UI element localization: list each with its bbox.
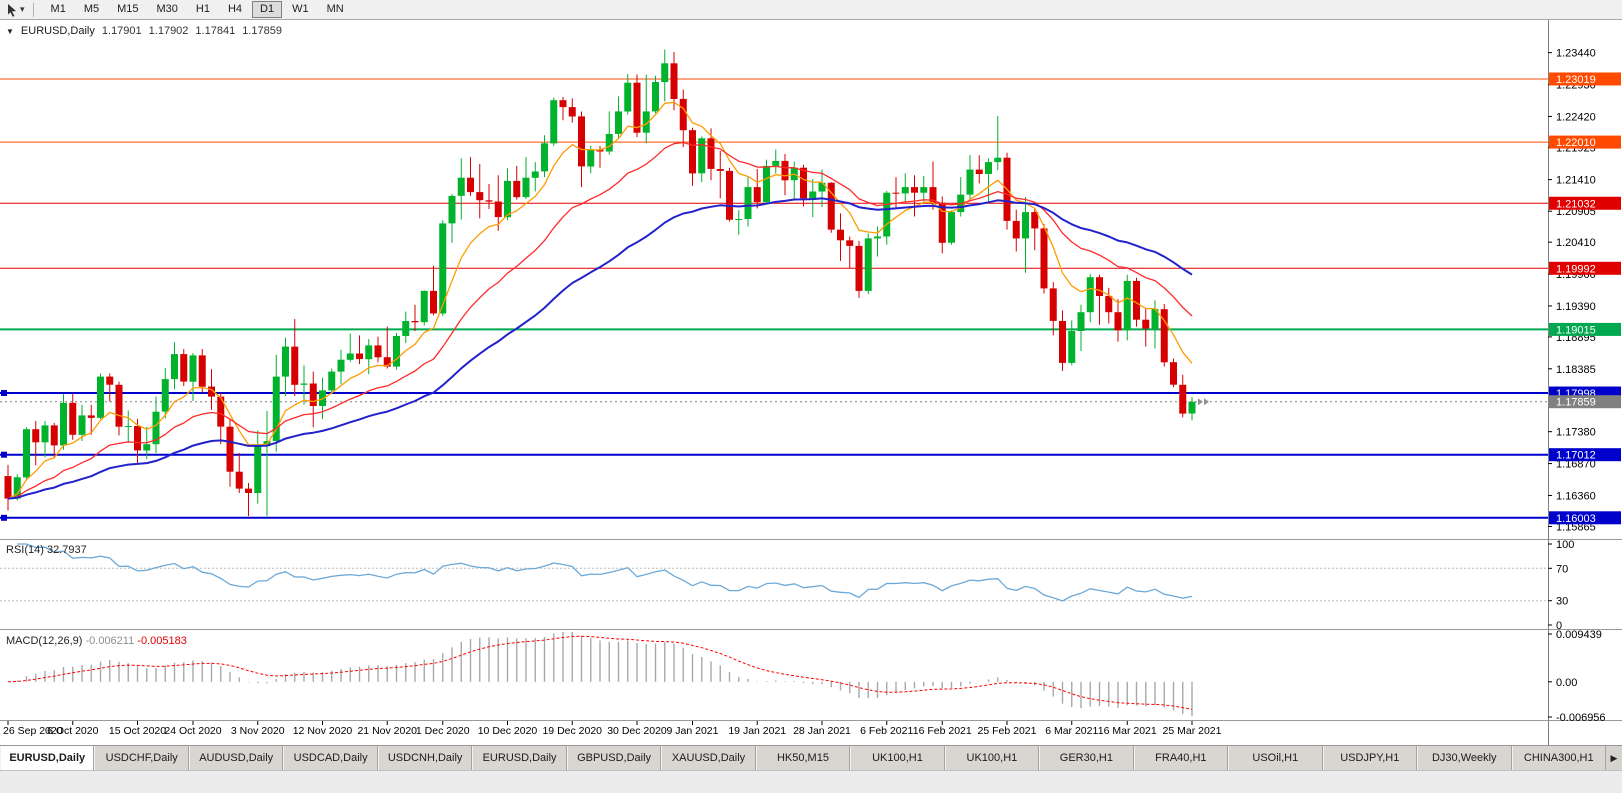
timeframe-button[interactable]: MN [319, 1, 352, 18]
chart-tab[interactable]: CHINA300,H1 [1511, 746, 1606, 770]
svg-text:30 Dec 2020: 30 Dec 2020 [607, 725, 667, 737]
svg-text:-0.006956: -0.006956 [1556, 712, 1606, 724]
price-scale[interactable]: 1.234401.229301.224201.219251.214101.209… [1548, 48, 1621, 724]
chart-tab[interactable]: USDCHF,Daily [94, 746, 189, 770]
high-value: 1.17902 [148, 25, 189, 37]
svg-text:1.19992: 1.19992 [1556, 263, 1596, 275]
timeframe-button[interactable]: D1 [252, 1, 283, 18]
timeframe-button[interactable]: M30 [149, 1, 186, 18]
svg-text:24 Oct 2020: 24 Oct 2020 [164, 725, 221, 737]
chart-tab[interactable]: GBPUSD,Daily [566, 746, 662, 770]
svg-text:21 Nov 2020: 21 Nov 2020 [357, 725, 417, 737]
main-price-pane[interactable] [0, 49, 1548, 521]
toolbar-separator [32, 2, 34, 17]
svg-text:MACD(12,26,9) -0.006211 -0.005: MACD(12,26,9) -0.006211 -0.005183 [6, 635, 187, 647]
svg-text:6 Oct 2020: 6 Oct 2020 [47, 725, 99, 737]
open-value: 1.17901 [101, 25, 142, 37]
chart-tab[interactable]: USDCNH,Daily [377, 746, 473, 770]
chart-window: RSI(14) 32.7937 MACD(12,26,9) -0.006211 … [0, 20, 1622, 745]
timeframe-button[interactable]: M1 [43, 1, 74, 18]
svg-text:25 Mar 2021: 25 Mar 2021 [1163, 725, 1222, 737]
svg-text:16 Mar 2021: 16 Mar 2021 [1098, 725, 1157, 737]
chart-tab[interactable]: USDJPY,H1 [1322, 746, 1418, 770]
svg-text:1.20410: 1.20410 [1556, 237, 1596, 249]
svg-text:0.00: 0.00 [1556, 677, 1577, 689]
svg-text:0: 0 [1556, 620, 1562, 632]
svg-text:70: 70 [1556, 563, 1568, 575]
collapse-chart-icon[interactable]: ▼ [6, 26, 14, 36]
svg-text:1.17012: 1.17012 [1556, 450, 1596, 462]
svg-text:12 Nov 2020: 12 Nov 2020 [293, 725, 353, 737]
chart-tab[interactable]: UK100,H1 [944, 746, 1040, 770]
svg-text:1.15865: 1.15865 [1556, 521, 1596, 533]
chart-tab[interactable]: GER30,H1 [1039, 746, 1134, 770]
svg-text:1 Dec 2020: 1 Dec 2020 [416, 725, 470, 737]
chart-tab[interactable]: AUDUSD,Daily [188, 746, 284, 770]
svg-text:1.23440: 1.23440 [1556, 48, 1596, 60]
status-bar [0, 770, 1622, 793]
rsi-pane[interactable]: RSI(14) 32.7937 [0, 543, 1548, 602]
svg-text:1.17859: 1.17859 [1556, 397, 1596, 409]
chart-tab[interactable]: USOil,H1 [1228, 746, 1323, 770]
svg-text:10 Dec 2020: 10 Dec 2020 [478, 725, 538, 737]
svg-text:100: 100 [1556, 539, 1574, 551]
svg-text:1.16870: 1.16870 [1556, 459, 1596, 471]
pane-separators [0, 20, 1622, 745]
svg-text:16 Feb 2021: 16 Feb 2021 [913, 725, 972, 737]
svg-text:1.16003: 1.16003 [1556, 513, 1596, 525]
svg-text:6 Feb 2021: 6 Feb 2021 [860, 725, 913, 737]
svg-text:1.18385: 1.18385 [1556, 364, 1596, 376]
svg-text:3 Nov 2020: 3 Nov 2020 [231, 725, 285, 737]
svg-text:1.23019: 1.23019 [1556, 74, 1596, 86]
chart-title: ▼ EURUSD,Daily 1.17901 1.17902 1.17841 1… [6, 25, 282, 37]
chart-tab[interactable]: UK100,H1 [850, 746, 945, 770]
svg-text:1.22010: 1.22010 [1556, 137, 1596, 149]
timeframe-button[interactable]: W1 [284, 1, 317, 18]
timeframe-button[interactable]: H1 [188, 1, 218, 18]
chart-tab[interactable]: EURUSD,Daily [472, 746, 567, 770]
chart-tab[interactable]: EURUSD,Daily [0, 746, 95, 770]
chart-canvas[interactable]: RSI(14) 32.7937 MACD(12,26,9) -0.006211 … [0, 20, 1622, 745]
chart-tab[interactable]: XAUUSD,Daily [661, 746, 756, 770]
symbol-period-label: EURUSD,Daily [20, 25, 95, 37]
svg-text:26 Sep 2020: 26 Sep 2020 [3, 725, 63, 737]
svg-text:1.21032: 1.21032 [1556, 198, 1596, 210]
macd-pane[interactable]: MACD(12,26,9) -0.006211 -0.005183 [6, 631, 1193, 716]
svg-text:1.21410: 1.21410 [1556, 175, 1596, 187]
svg-text:25 Feb 2021: 25 Feb 2021 [978, 725, 1037, 737]
close-value: 1.17859 [242, 25, 282, 37]
low-value: 1.17841 [195, 25, 236, 37]
svg-text:1.17380: 1.17380 [1556, 427, 1596, 439]
svg-text:19 Jan 2021: 19 Jan 2021 [728, 725, 786, 737]
chart-tab-bar: EURUSD,Daily USDCHF,Daily AUDUSD,Daily U… [0, 745, 1622, 770]
svg-text:1.19390: 1.19390 [1556, 301, 1596, 313]
svg-text:RSI(14) 32.7937: RSI(14) 32.7937 [6, 544, 87, 556]
svg-text:0.009439: 0.009439 [1556, 629, 1602, 641]
chart-tab[interactable]: DJ30,Weekly [1417, 746, 1512, 770]
chart-tab[interactable]: FRA40,H1 [1133, 746, 1229, 770]
dropdown-caret-icon[interactable]: ▾ [20, 4, 25, 14]
timeframe-button[interactable]: H4 [220, 1, 250, 18]
svg-text:1.22420: 1.22420 [1556, 111, 1596, 123]
svg-text:28 Jan 2021: 28 Jan 2021 [793, 725, 851, 737]
svg-text:1.16360: 1.16360 [1556, 490, 1596, 502]
timeframe-button[interactable]: M15 [109, 1, 146, 18]
svg-text:6 Mar 2021: 6 Mar 2021 [1045, 725, 1098, 737]
svg-text:19 Dec 2020: 19 Dec 2020 [542, 725, 602, 737]
svg-text:9 Jan 2021: 9 Jan 2021 [667, 725, 719, 737]
timeframe-button[interactable]: M5 [76, 1, 107, 18]
tab-scroll-right-icon[interactable]: ▶ [1605, 746, 1622, 770]
svg-text:30: 30 [1556, 596, 1568, 608]
svg-text:1.19015: 1.19015 [1556, 324, 1596, 336]
cursor-icon[interactable] [4, 2, 20, 18]
chart-tab[interactable]: HK50,M15 [755, 746, 851, 770]
chart-background [0, 20, 1622, 745]
chart-tab[interactable]: USDCAD,Daily [283, 746, 378, 770]
svg-text:15 Oct 2020: 15 Oct 2020 [109, 725, 166, 737]
toolbar: ▾ M1 M5 M15 M30 H1 H4 D1 W1 MN [0, 0, 1622, 20]
